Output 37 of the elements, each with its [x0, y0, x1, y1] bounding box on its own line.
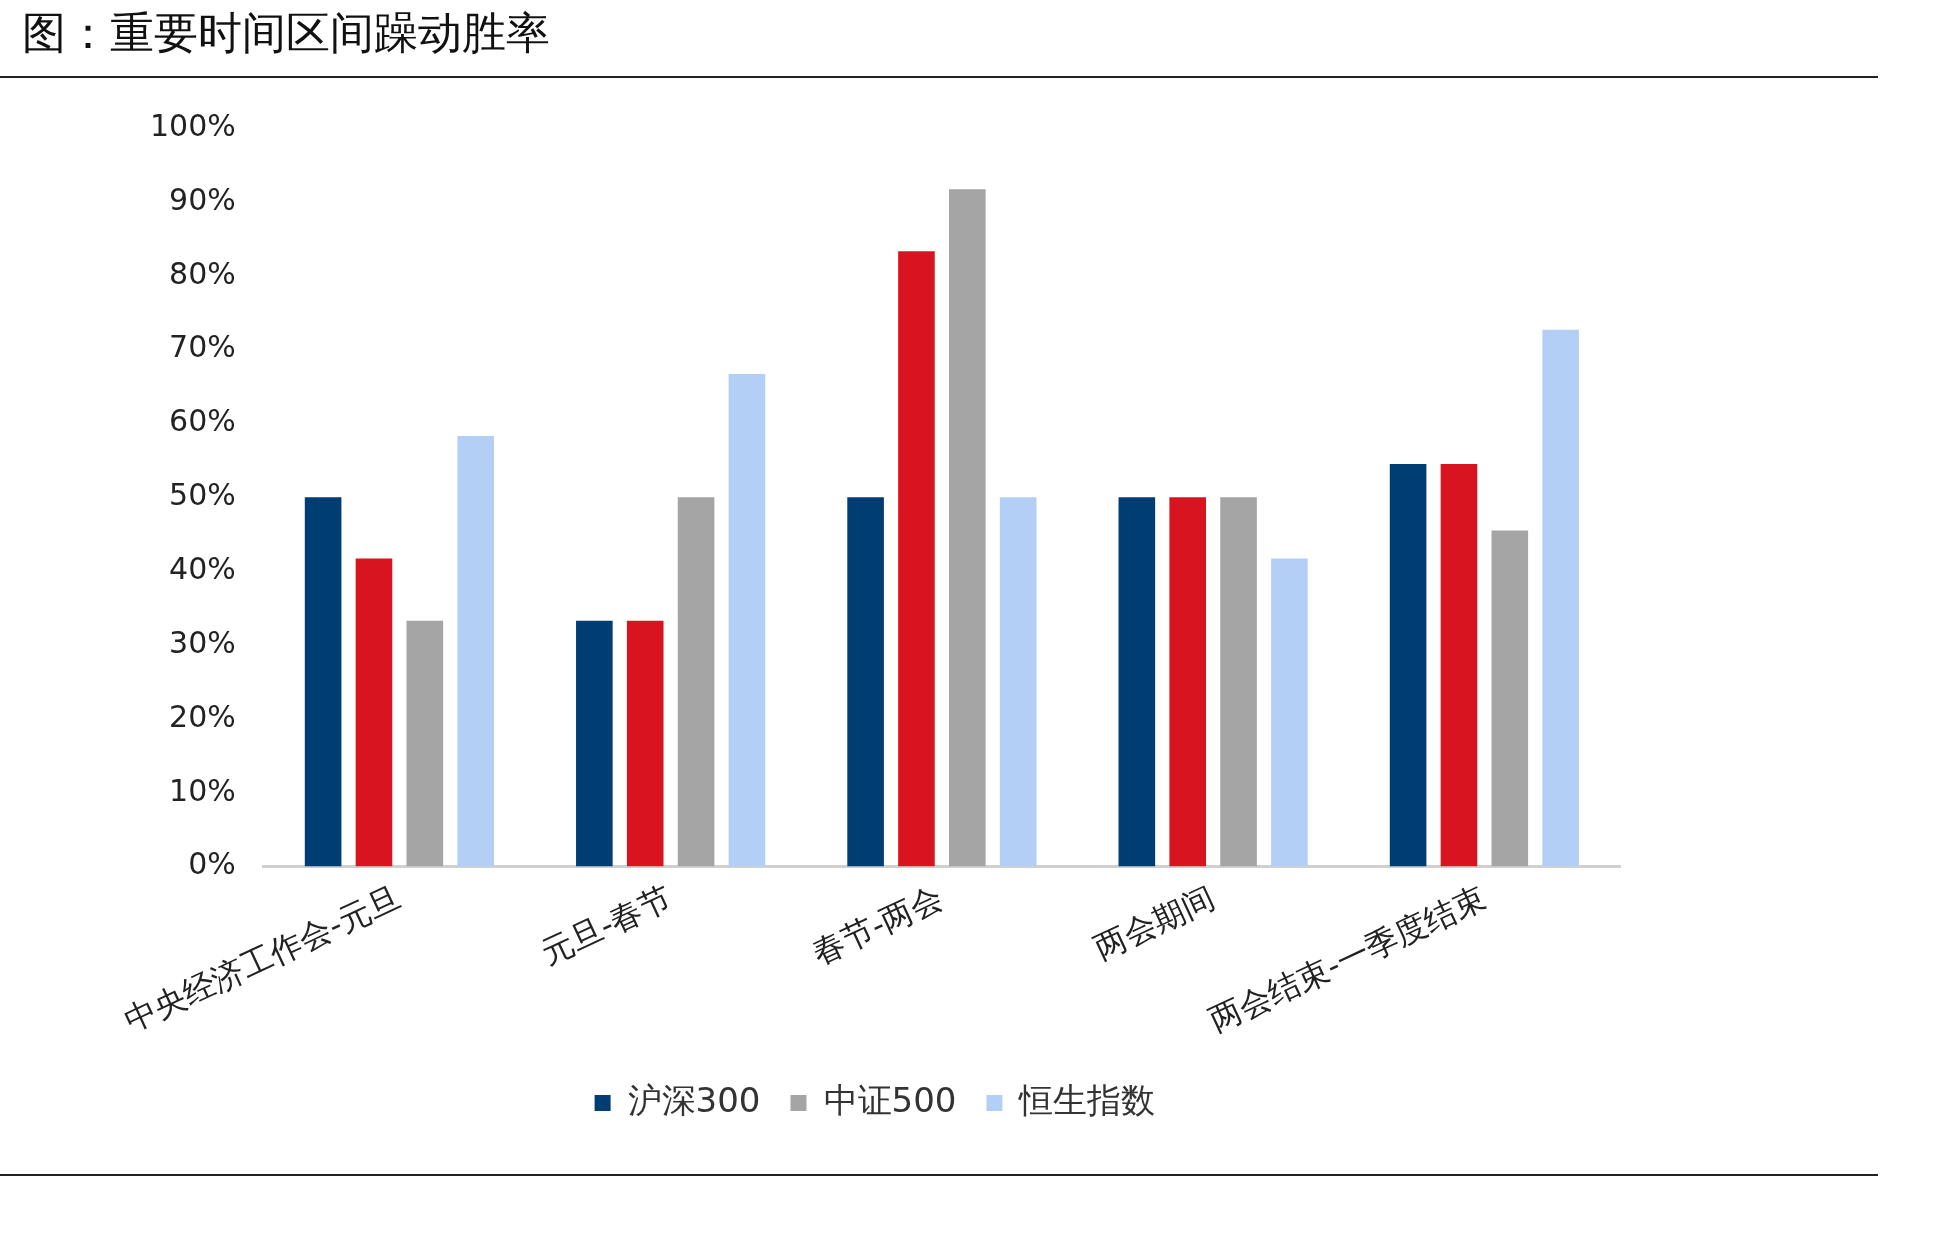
bar — [898, 251, 935, 867]
y-tick-label: 90% — [169, 181, 236, 217]
bar — [1542, 329, 1579, 867]
bar — [457, 436, 494, 867]
legend-label: 沪深300 — [627, 1079, 761, 1120]
bar — [728, 373, 766, 867]
y-tick-label: 80% — [169, 255, 236, 291]
bar — [847, 497, 884, 867]
bar — [1440, 464, 1478, 867]
bar — [1491, 530, 1529, 867]
y-tick-label: 20% — [169, 698, 236, 734]
chart-title: 图：重要时间区间躁动胜率 — [22, 6, 550, 60]
y-tick-label: 30% — [169, 624, 236, 660]
bar — [949, 189, 986, 867]
bar — [1220, 497, 1257, 867]
y-tick-label: 60% — [169, 403, 236, 439]
bar — [677, 497, 715, 867]
y-tick-label: 100% — [149, 107, 236, 143]
x-tick-label: 春节-两会 — [806, 878, 949, 972]
y-tick-label: 50% — [169, 477, 236, 513]
x-tick-label: 元旦-春节 — [535, 878, 678, 972]
bar — [1271, 558, 1308, 867]
legend-label: 恒生指数 — [1018, 1079, 1156, 1120]
y-tick-label: 40% — [169, 550, 236, 586]
bar — [576, 620, 613, 867]
bar — [355, 558, 393, 867]
bar — [626, 620, 664, 867]
bar — [304, 497, 342, 867]
bar — [1118, 497, 1156, 867]
bar — [1169, 497, 1207, 867]
bar — [1389, 464, 1427, 867]
legend-label: 中证500 — [823, 1079, 957, 1120]
y-tick-label: 10% — [169, 772, 236, 808]
x-tick-label: 两会期间 — [1087, 878, 1221, 967]
bar — [406, 620, 444, 867]
bar — [999, 497, 1037, 867]
y-tick-label: 70% — [169, 329, 236, 365]
